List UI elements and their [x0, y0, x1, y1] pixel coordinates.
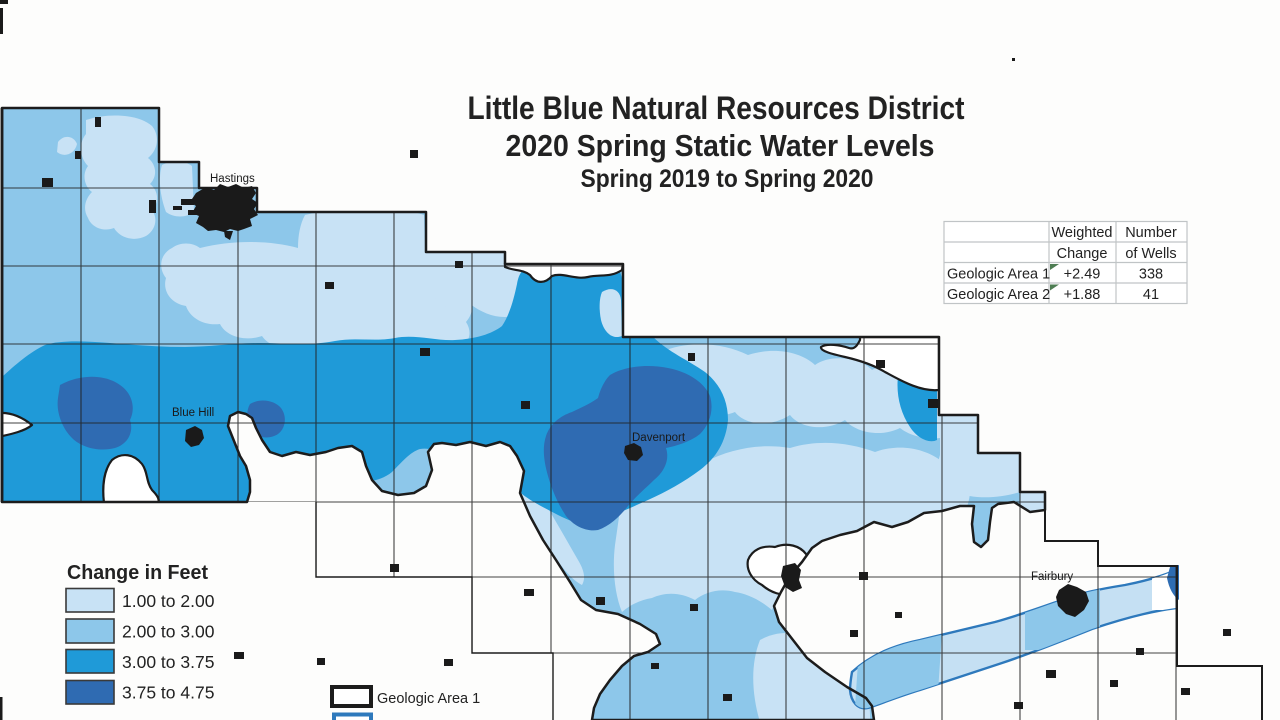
svg-text:+2.49: +2.49 [1064, 267, 1101, 283]
svg-text:1.00 to 2.00: 1.00 to 2.00 [122, 591, 215, 611]
svg-text:Change in Feet: Change in Feet [67, 562, 208, 584]
svg-text:Weighted: Weighted [1052, 225, 1113, 241]
svg-text:Spring 2019 to Spring 2020: Spring 2019 to Spring 2020 [581, 165, 874, 193]
svg-text:of Wells: of Wells [1125, 246, 1176, 262]
svg-text:Hastings: Hastings [210, 173, 255, 185]
svg-text:Geologic Area 1: Geologic Area 1 [377, 691, 480, 707]
svg-text:2020 Spring Static Water Level: 2020 Spring Static Water Levels [506, 128, 935, 163]
svg-text:2.00 to 3.00: 2.00 to 3.00 [122, 622, 215, 642]
svg-text:Blue Hill: Blue Hill [172, 407, 214, 419]
svg-text:Fairbury: Fairbury [1031, 571, 1073, 583]
svg-text:+1.88: +1.88 [1064, 287, 1101, 303]
svg-text:Change: Change [1057, 246, 1108, 262]
svg-text:41: 41 [1143, 287, 1159, 303]
svg-text:3.00 to 3.75: 3.00 to 3.75 [122, 652, 214, 672]
svg-text:Geologic Area 1: Geologic Area 1 [947, 267, 1050, 283]
svg-text:Davenport: Davenport [632, 432, 686, 444]
svg-text:Little Blue Natural Resources: Little Blue Natural Resources District [468, 90, 965, 126]
svg-text:Geologic Area 2: Geologic Area 2 [947, 287, 1050, 303]
svg-text:Number: Number [1125, 225, 1177, 241]
svg-text:338: 338 [1139, 267, 1163, 283]
svg-text:3.75 to 4.75: 3.75 to 4.75 [122, 683, 214, 703]
